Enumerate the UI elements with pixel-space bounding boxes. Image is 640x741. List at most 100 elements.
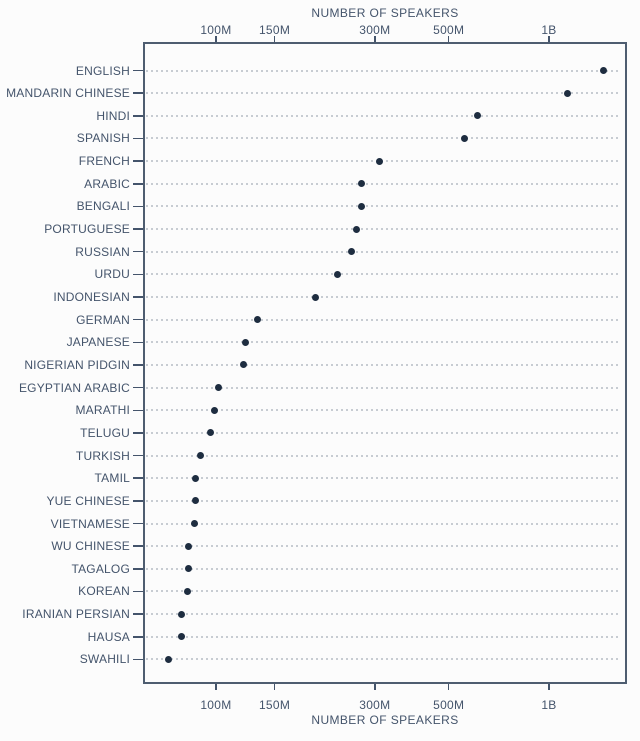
category-label-portuguese: PORTUGUESE: [44, 222, 130, 237]
category-tick: [133, 636, 143, 638]
axis-tick-150m: [273, 684, 276, 690]
category-label-indonesian: INDONESIAN: [53, 290, 130, 304]
dot-urdu: [334, 270, 342, 278]
axis-tick-label-500m: 500M: [433, 698, 465, 712]
axis-tick-150m: [273, 36, 276, 42]
category-label-russian: RUSSIAN: [75, 244, 130, 259]
category-label-english: ENGLISH: [75, 63, 130, 78]
category-label-marathi: MARATHI: [75, 403, 130, 418]
category-label-tamil: TAMIL: [94, 471, 130, 486]
axis-tick-500m: [447, 36, 450, 42]
category-tick: [133, 658, 143, 661]
bottom-axis-title: NUMBER OF SPEAKERS: [311, 713, 459, 727]
category-label-tagalog: TAGALOG: [71, 561, 130, 576]
axis-tick-label-100m: 100M: [200, 23, 232, 37]
axis-tick-label-300m: 300M: [359, 698, 391, 712]
dot-iranian-persian: [178, 610, 186, 618]
dot-bengali: [357, 202, 365, 210]
dot-nigerian-pidgin: [239, 361, 247, 369]
category-label-vietnamese: VIETNAMESE: [50, 516, 130, 531]
axis-tick-100m: [215, 36, 217, 42]
category-tick: [133, 545, 143, 547]
category-tick: [133, 205, 143, 208]
category-label-egyptian-arabic: EGYPTIAN ARABIC: [18, 380, 130, 395]
category-tick: [133, 364, 143, 366]
dot-egyptian-arabic: [215, 384, 223, 392]
category-label-turkish: TURKISH: [75, 448, 130, 463]
row-gridline: [146, 386, 620, 389]
row-gridline: [146, 273, 620, 276]
category-tick: [133, 228, 143, 230]
row-gridline: [146, 567, 620, 570]
axis-tick-label-1b: 1B: [541, 698, 557, 712]
category-tick: [133, 386, 143, 389]
row-gridline: [146, 114, 620, 117]
row-gridline: [146, 499, 620, 502]
row-gridline: [146, 318, 620, 321]
category-label-urdu: URDU: [94, 267, 130, 282]
category-tick: [133, 160, 143, 162]
row-gridline: [146, 613, 620, 616]
row-gridline: [146, 431, 620, 434]
row-gridline: [146, 92, 620, 95]
category-label-hindi: HINDI: [96, 108, 130, 123]
category-tick: [133, 115, 143, 117]
axis-tick-label-300m: 300M: [359, 23, 391, 37]
dot-wu-chinese: [185, 542, 193, 550]
dot-indonesian: [311, 293, 319, 301]
axis-tick-label-100m: 100M: [200, 698, 232, 712]
row-gridline: [146, 363, 620, 366]
category-tick: [133, 409, 143, 411]
axis-tick-300m: [374, 36, 376, 42]
category-label-spanish: SPANISH: [76, 131, 130, 146]
row-gridline: [146, 205, 620, 208]
row-gridline: [146, 590, 620, 593]
row-gridline: [146, 477, 620, 480]
category-label-bengali: BENGALI: [76, 199, 130, 214]
dot-spanish: [461, 134, 469, 142]
axis-tick-label-1b: 1B: [541, 23, 557, 37]
axis-tick-1b: [548, 684, 550, 690]
category-label-japanese: JAPANESE: [66, 335, 130, 350]
category-tick: [133, 590, 143, 593]
category-tick: [133, 341, 143, 344]
dot-tagalog: [185, 565, 193, 573]
dot-yue-chinese: [192, 497, 200, 505]
category-label-german: GERMAN: [76, 312, 130, 327]
category-tick: [133, 92, 143, 94]
axis-tick-300m: [374, 684, 376, 690]
category-tick: [133, 318, 143, 321]
row-gridline: [146, 69, 620, 72]
dot-german: [253, 316, 261, 324]
category-label-arabic: ARABIC: [84, 176, 130, 191]
dot-portuguese: [352, 225, 360, 233]
category-tick: [133, 432, 143, 434]
category-tick: [133, 613, 143, 615]
axis-tick-1b: [548, 36, 550, 42]
category-label-korean: KOREAN: [78, 584, 130, 599]
row-gridline: [146, 522, 620, 525]
row-gridline: [146, 296, 620, 298]
plot-area-frame: [143, 42, 627, 684]
row-gridline: [146, 341, 620, 344]
category-label-french: FRENCH: [78, 154, 130, 169]
category-label-iranian-persian: IRANIAN PERSIAN: [22, 607, 130, 622]
dot-japanese: [242, 338, 250, 346]
category-tick: [133, 454, 143, 457]
category-label-hausa: HAUSA: [87, 629, 130, 644]
row-gridline: [146, 545, 620, 548]
axis-tick-100m: [215, 684, 217, 690]
dot-french: [376, 157, 384, 165]
row-gridline: [146, 658, 620, 661]
row-gridline: [146, 182, 620, 185]
category-label-wu-chinese: WU CHINESE: [51, 539, 130, 554]
axis-tick-label-150m: 150M: [258, 23, 291, 37]
category-label-swahili: SWAHILI: [79, 652, 130, 667]
category-tick: [133, 137, 143, 140]
category-tick: [133, 296, 143, 298]
dot-russian: [347, 248, 355, 256]
category-tick: [133, 69, 143, 72]
dot-marathi: [210, 406, 218, 414]
axis-tick-500m: [447, 684, 450, 690]
